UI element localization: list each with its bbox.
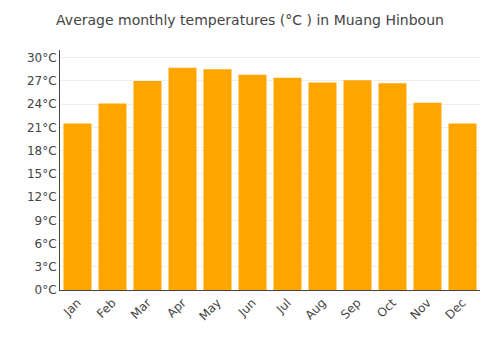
svg-text:24°C: 24°C: [27, 97, 57, 111]
svg-text:May: May: [196, 296, 223, 323]
svg-text:Jul: Jul: [273, 296, 294, 317]
svg-text:Sep: Sep: [338, 296, 364, 322]
svg-text:Oct: Oct: [374, 296, 399, 321]
svg-text:12°C: 12°C: [27, 190, 57, 204]
svg-text:3°C: 3°C: [35, 260, 57, 274]
svg-text:Mar: Mar: [128, 296, 154, 322]
svg-text:Apr: Apr: [164, 296, 189, 321]
svg-text:18°C: 18°C: [27, 144, 57, 158]
svg-text:Feb: Feb: [94, 296, 119, 321]
svg-text:Nov: Nov: [407, 296, 433, 322]
svg-text:21°C: 21°C: [27, 121, 57, 135]
svg-text:30°C: 30°C: [27, 51, 57, 65]
svg-text:Dec: Dec: [443, 296, 469, 322]
svg-text:Jun: Jun: [235, 296, 259, 320]
svg-text:9°C: 9°C: [35, 214, 57, 228]
svg-text:15°C: 15°C: [27, 167, 57, 181]
svg-text:Aug: Aug: [302, 296, 328, 322]
svg-text:Jan: Jan: [60, 296, 84, 320]
svg-text:27°C: 27°C: [27, 74, 57, 88]
svg-text:6°C: 6°C: [35, 237, 57, 251]
svg-text:Average monthly temperatures (: Average monthly temperatures (°C ) in Mu…: [56, 12, 444, 28]
svg-text:0°C: 0°C: [35, 283, 57, 297]
